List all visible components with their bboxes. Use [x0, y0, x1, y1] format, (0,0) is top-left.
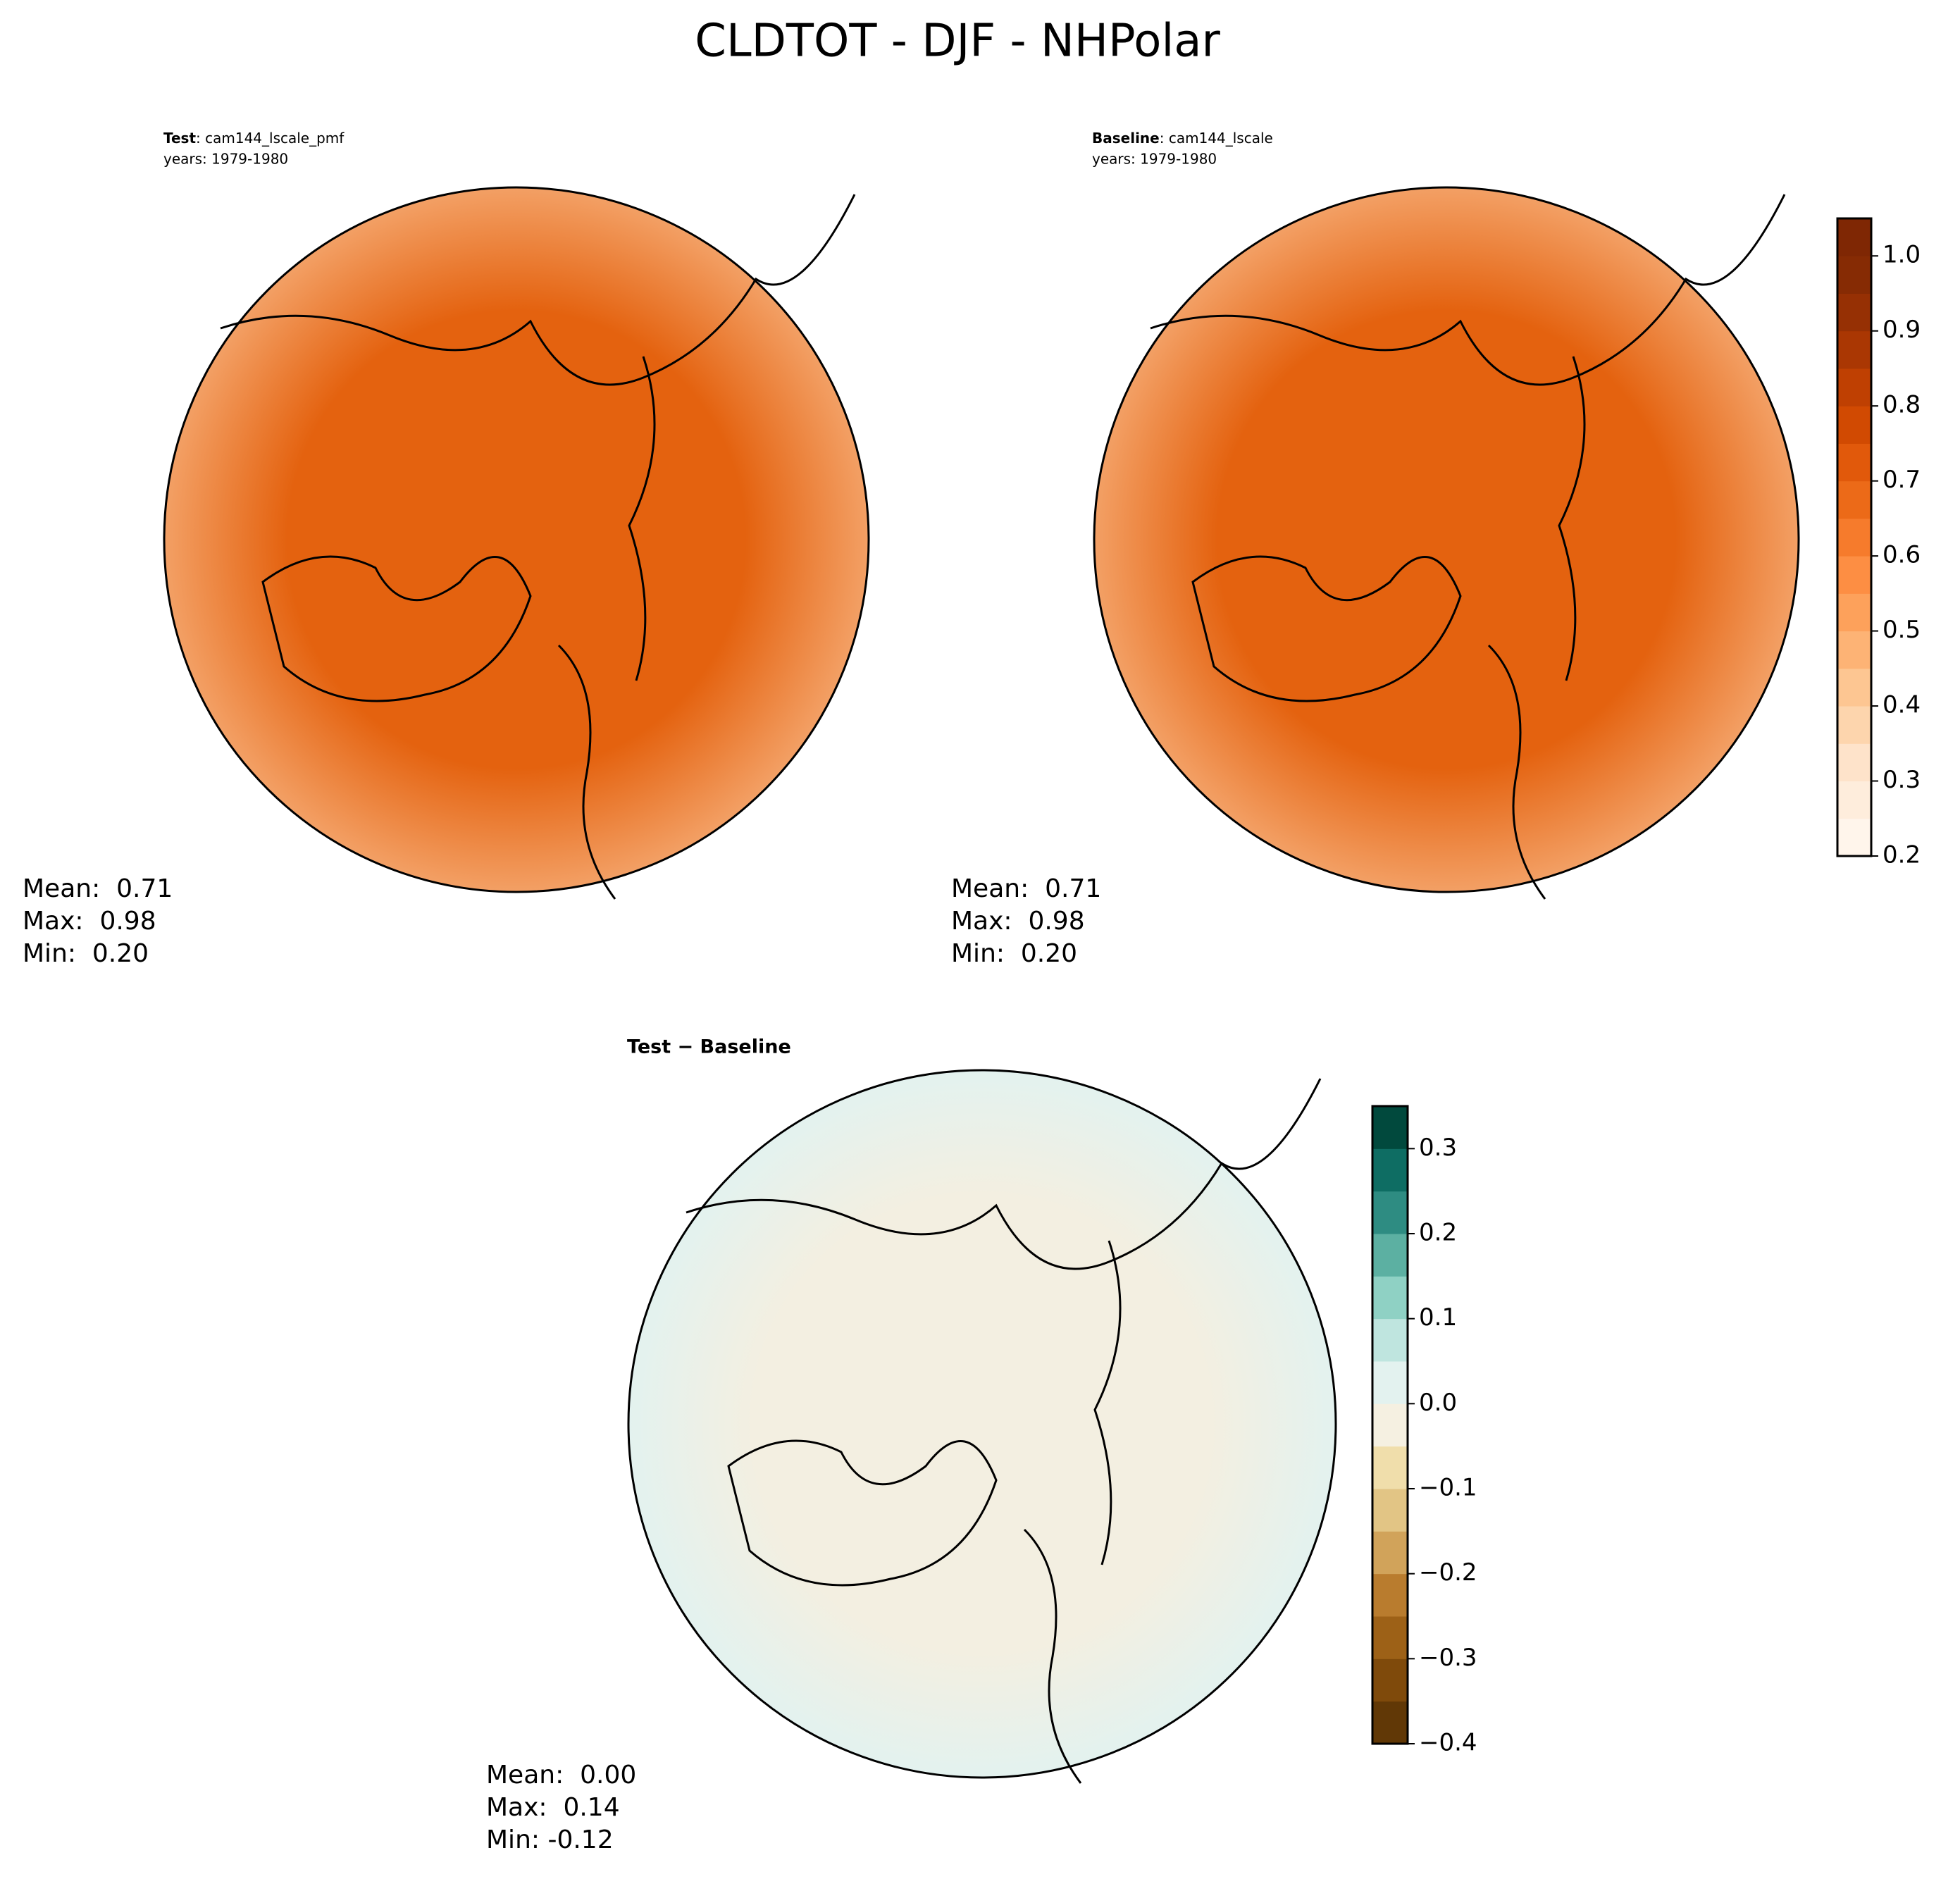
panel-stat: Mean: 0.00: [486, 1761, 636, 1790]
map-disk: [627, 1069, 1337, 1779]
panel-stat: Max: 0.14: [486, 1793, 620, 1822]
panel-stat: Min: 0.20: [23, 939, 149, 968]
panel-label: Baseline: cam144_lscale: [1092, 130, 1273, 147]
colorbar-band: [1837, 443, 1871, 482]
colorbar-band: [1837, 818, 1871, 857]
map-panel: Test: cam144_lscale_pmf years: 1979-1980 M…: [23, 130, 870, 968]
coastline: [686, 1078, 1322, 1784]
colorbar-tick-label: 0.4: [1883, 691, 1921, 719]
colorbar-band: [1372, 1276, 1408, 1320]
colorbar-band: [1372, 1701, 1408, 1744]
colorbar-band: [1837, 406, 1871, 444]
colorbar-band: [1372, 1403, 1408, 1447]
colorbar-tick-label: −0.2: [1419, 1558, 1477, 1587]
panel-case: : cam144_lscale: [1160, 130, 1273, 147]
colorbar-band: [1837, 556, 1871, 594]
colorbar-band: [1837, 330, 1871, 369]
colorbar-tick-label: 0.2: [1419, 1219, 1457, 1247]
panel-name: Test: [163, 130, 196, 147]
colorbar-tick-label: 0.9: [1883, 316, 1921, 344]
colorbar-tick-label: −0.3: [1419, 1644, 1477, 1672]
colorbar-band: [1837, 293, 1871, 332]
coastline: [1150, 194, 1786, 900]
colorbar-band: [1372, 1318, 1408, 1362]
colorbar-band: [1372, 1531, 1408, 1575]
map-disk: [163, 186, 870, 893]
colorbar-tick-label: 0.3: [1883, 766, 1921, 794]
colorbar-band: [1837, 668, 1871, 707]
colorbar-band: [1837, 743, 1871, 782]
panel-stat: Min: 0.20: [951, 939, 1077, 968]
colorbar-band: [1372, 1191, 1408, 1234]
colorbar-tick-label: 0.0: [1419, 1389, 1457, 1417]
panel-label: Test: cam144_lscale_pmf: [163, 130, 345, 147]
colorbar-band: [1837, 593, 1871, 632]
colorbar-band: [1837, 631, 1871, 669]
panel-stat: Max: 0.98: [23, 907, 156, 936]
colorbar-tick-label: 0.1: [1419, 1303, 1457, 1332]
colorbar-band: [1372, 1573, 1408, 1617]
colorbar-frame: [1836, 217, 1873, 857]
colorbar: 0.2 0.3 0.4 0.5 0.6 0.7 0.8 0.9 1.0: [1836, 217, 1921, 869]
panel-years: years: 1979-1980: [163, 151, 288, 168]
map-disk: [1093, 186, 1800, 893]
panel-stat: Min: -0.12: [486, 1825, 614, 1854]
colorbar: −0.4 −0.3 −0.2 −0.1 0.0 0.1 0.2 0.3: [1371, 1105, 1477, 1757]
panel-name: Baseline: [1092, 130, 1160, 147]
colorbar-frame: [1371, 1105, 1409, 1745]
map-panel: Test − Baseline Mean: 0.00 Max: 0.14 Min: -…: [486, 1036, 1337, 1854]
colorbar-band: [1372, 1106, 1408, 1149]
colorbar-band: [1837, 480, 1871, 519]
coastline: [220, 194, 856, 900]
colorbar-band: [1372, 1658, 1408, 1702]
colorbar-band: [1837, 256, 1871, 294]
figure-title: CLDTOT - DJF - NHPolar: [695, 15, 1220, 68]
colorbar-band: [1372, 1361, 1408, 1404]
colorbar-tick-label: 1.0: [1883, 241, 1921, 269]
panel-stat: Mean: 0.71: [23, 874, 173, 903]
colorbar-band: [1837, 518, 1871, 557]
colorbar-tick-label: 0.8: [1883, 391, 1921, 419]
panel-stat: Mean: 0.71: [951, 874, 1101, 903]
colorbar-band: [1837, 218, 1871, 256]
colorbar-tick-label: 0.6: [1883, 541, 1921, 569]
colorbar-tick-label: 0.3: [1419, 1134, 1457, 1162]
colorbar-tick-label: 0.5: [1883, 616, 1921, 644]
colorbar-tick-label: −0.1: [1419, 1474, 1477, 1502]
colorbar-band: [1837, 706, 1871, 744]
colorbar-tick-label: 0.2: [1883, 841, 1921, 869]
colorbar-band: [1837, 781, 1871, 819]
colorbar-band: [1837, 368, 1871, 407]
panel-stat: Max: 0.98: [951, 907, 1085, 936]
map-panel: Baseline: cam144_lscale years: 1979-1980 M…: [951, 130, 1800, 968]
panel-case: : cam144_lscale_pmf: [196, 130, 345, 147]
colorbar-band: [1372, 1489, 1408, 1532]
colorbar-tick-label: −0.4: [1419, 1729, 1477, 1757]
colorbar-band: [1372, 1234, 1408, 1277]
colorbar-band: [1372, 1148, 1408, 1192]
colorbar-band: [1372, 1446, 1408, 1489]
panel-label: Test − Baseline: [627, 1036, 791, 1058]
colorbar-tick-label: 0.7: [1883, 466, 1921, 494]
colorbar-band: [1372, 1616, 1408, 1659]
panel-years: years: 1979-1980: [1092, 151, 1217, 168]
